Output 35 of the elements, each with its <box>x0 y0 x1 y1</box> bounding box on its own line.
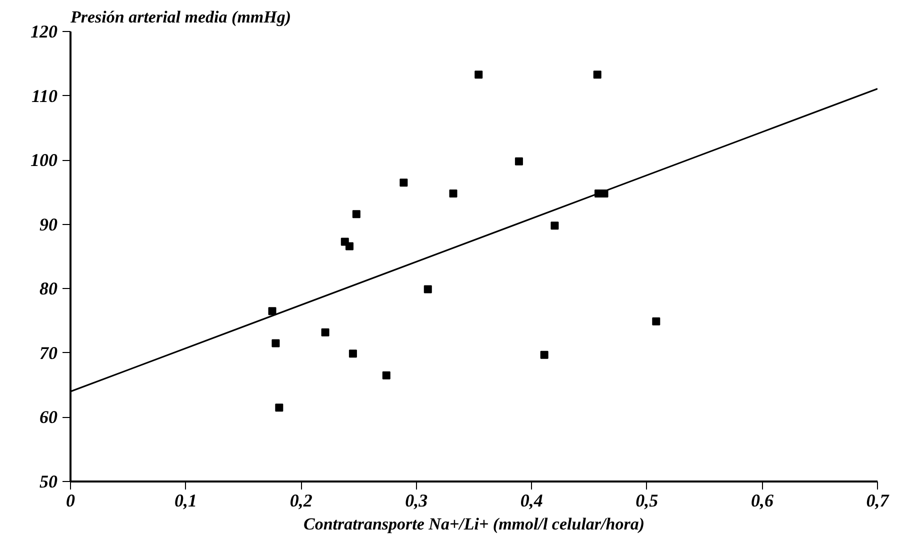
point <box>268 307 276 316</box>
point <box>321 328 330 336</box>
point <box>652 317 660 326</box>
point <box>593 70 602 79</box>
point <box>449 190 458 198</box>
y-tick-label: 90 <box>40 214 58 234</box>
x-tick-label: 0,3 <box>405 490 428 510</box>
point <box>272 339 280 348</box>
x-tick-label: 0,6 <box>750 490 774 510</box>
y-tick-label: 100 <box>30 150 58 170</box>
y-tick-label: 120 <box>30 22 58 42</box>
y-tick-label: 70 <box>40 342 58 363</box>
x-axis-title: Contratransporte Na+/Li+ (mmol/l celular/hora) <box>304 514 644 534</box>
x-tick-label: 0,1 <box>174 490 198 510</box>
point <box>275 404 284 412</box>
point <box>474 70 483 79</box>
point <box>382 371 390 380</box>
point <box>424 285 432 294</box>
y-tick-label: 50 <box>40 472 58 492</box>
point <box>514 157 523 166</box>
y-axis-title: Presión arterial media (mmHg) <box>70 8 292 26</box>
y-tick-label: 110 <box>31 86 58 106</box>
x-tick-label: 0 <box>66 490 75 510</box>
point <box>345 242 354 250</box>
point <box>352 210 360 218</box>
y-tick-label: 80 <box>40 278 58 299</box>
point <box>348 350 357 358</box>
point <box>540 350 548 359</box>
x-tick-label: 0,4 <box>520 490 543 510</box>
x-tick-label: 0,5 <box>636 490 658 510</box>
point <box>550 222 559 230</box>
x-tick-label: 0,7 <box>866 490 890 510</box>
point <box>400 178 408 187</box>
x-tick-label: 0,2 <box>290 490 312 510</box>
y-tick-label: 60 <box>40 407 58 428</box>
